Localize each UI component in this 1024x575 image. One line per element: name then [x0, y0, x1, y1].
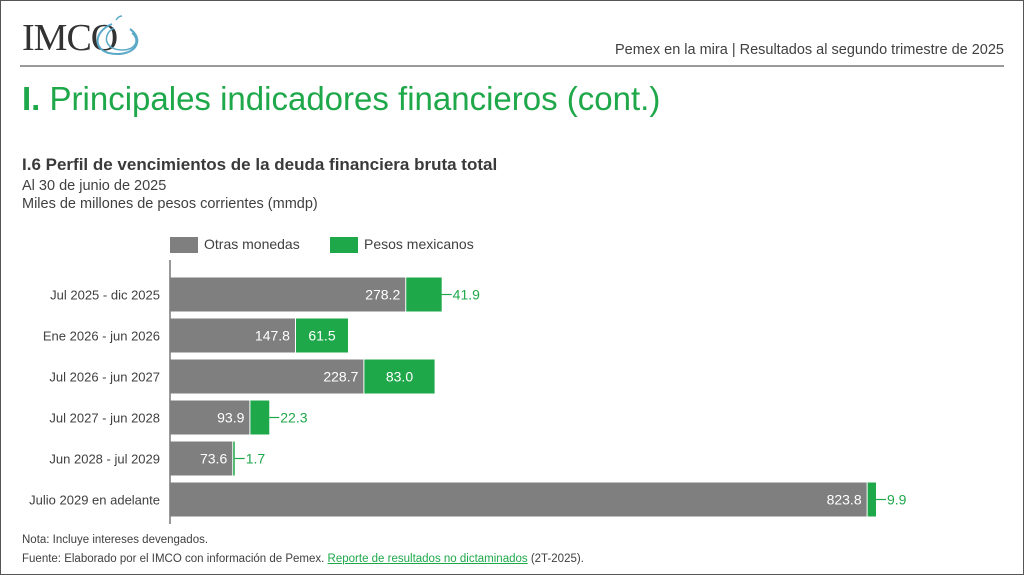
legend-swatch-pesos	[330, 237, 358, 254]
bar-otras-monedas	[170, 482, 867, 517]
data-label-pesos: 22.3	[280, 410, 307, 426]
legend-label-pesos: Pesos mexicanos	[364, 236, 474, 252]
data-label-pesos: 83.0	[386, 369, 413, 385]
section-number: I.	[22, 80, 41, 117]
category-label: Jul 2025 - dic 2025	[50, 288, 160, 303]
debt-maturity-chart: Jul 2025 - dic 2025 278.2 41.9 Ene 2026 - j…	[29, 260, 907, 524]
legend-item-pesos: Pesos mexicanos	[330, 236, 474, 254]
legend-item-otras: Otras monedas	[170, 236, 300, 254]
source-line: Fuente: Elaborado por el IMCO con inform…	[22, 553, 584, 565]
data-label-otras: 823.8	[827, 492, 862, 508]
bar-pesos-mexicanos	[295, 318, 348, 353]
header-divider	[20, 65, 1004, 67]
logo-text: IMCO	[22, 17, 118, 59]
source-suffix: (2T-2025).	[527, 553, 584, 565]
chart-subtitle-date: Al 30 de junio de 2025	[22, 178, 167, 194]
source-link[interactable]: Reporte de resultados no dictaminados	[327, 553, 528, 565]
data-label-pesos: 9.9	[887, 492, 907, 508]
bar-otras-monedas	[170, 277, 406, 312]
data-label-pesos: 1.7	[246, 451, 266, 467]
data-label-pesos: 61.5	[308, 328, 335, 344]
bar-pesos-mexicanos	[406, 277, 442, 312]
bar-otras-monedas	[170, 318, 295, 353]
chart-title: I.6 Perfil de vencimientos de la deuda f…	[22, 155, 498, 174]
data-label-otras: 278.2	[365, 287, 400, 303]
page-title: I. Principales indicadores financieros (…	[22, 80, 660, 118]
category-label: Jun 2028 - jul 2029	[49, 452, 160, 467]
footnote: Nota: Incluye intereses devengados.	[22, 534, 209, 546]
legend-label-otras: Otras monedas	[204, 236, 300, 252]
bar-pesos-mexicanos	[250, 400, 270, 435]
bar-otras-monedas	[170, 359, 364, 394]
logo-swirl-icon	[96, 15, 139, 56]
bar-otras-monedas	[170, 441, 233, 476]
category-label: Julio 2029 en adelante	[29, 493, 160, 508]
data-label-pesos: 41.9	[453, 287, 480, 303]
bar-pesos-mexicanos	[364, 359, 435, 394]
source-prefix: Fuente: Elaborado por el IMCO con inform…	[22, 553, 328, 565]
category-label: Jul 2026 - jun 2027	[49, 370, 160, 385]
legend-swatch-otras	[170, 237, 198, 254]
data-label-otras: 147.8	[255, 328, 290, 344]
chart-subtitle-units: Miles de millones de pesos corrientes (m…	[22, 196, 318, 212]
bar-pesos-mexicanos	[867, 482, 876, 517]
data-label-otras: 93.9	[217, 410, 244, 426]
bar-pesos-mexicanos	[233, 441, 235, 476]
category-label: Jul 2027 - jun 2028	[49, 411, 160, 426]
section-title: Principales indicadores financieros (con…	[49, 80, 661, 117]
header-subtitle: Pemex en la mira | Resultados al segundo…	[614, 42, 1004, 58]
data-label-otras: 73.6	[200, 451, 227, 467]
data-label-otras: 228.7	[323, 369, 358, 385]
category-label: Ene 2026 - jun 2026	[43, 329, 160, 344]
imco-logo: IMCO	[22, 14, 152, 64]
bar-otras-monedas	[170, 400, 250, 435]
